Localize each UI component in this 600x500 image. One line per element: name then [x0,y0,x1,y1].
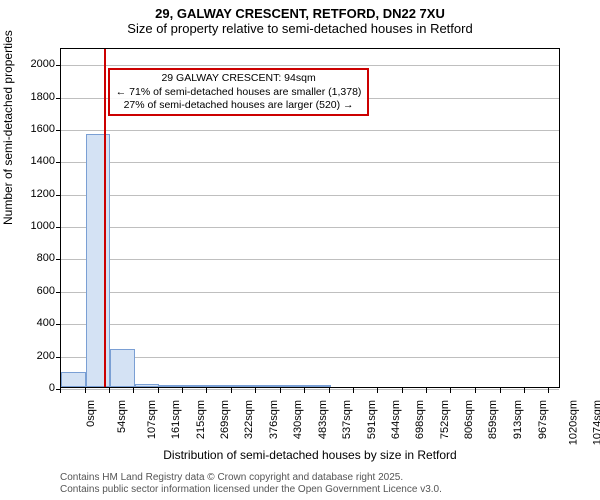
x-tick-mark [133,388,134,393]
y-tick-mark [56,98,61,99]
x-tick-mark [280,388,281,393]
x-tick-label: 537sqm [341,400,353,439]
chart-title-main: 29, GALWAY CRESCENT, RETFORD, DN22 7XU [0,6,600,21]
x-tick-label: 107sqm [146,400,158,439]
gridline-horizontal [61,227,559,228]
gridline-horizontal [61,259,559,260]
x-tick-label: 913sqm [512,400,524,439]
histogram-bar [184,385,209,387]
y-tick-mark [56,324,61,325]
x-tick-label: 215sqm [195,400,207,439]
y-tick-label: 0 [49,382,55,394]
x-tick-mark [524,388,525,393]
histogram-bar [306,385,331,387]
histogram-bar [61,372,86,387]
y-tick-mark [56,130,61,131]
gridline-horizontal [61,195,559,196]
y-tick-mark [56,65,61,66]
x-tick-label: 0sqm [85,400,97,427]
x-tick-mark [109,388,110,393]
x-tick-label: 591sqm [366,400,378,439]
x-tick-label: 698sqm [414,400,426,439]
y-tick-label: 1600 [31,123,55,135]
gridline-horizontal [61,292,559,293]
x-tick-mark [426,388,427,393]
x-tick-label: 967sqm [537,400,549,439]
gridline-horizontal [61,324,559,325]
gridline-horizontal [61,130,559,131]
footer-line-2: Contains public sector information licen… [60,484,442,496]
x-tick-label: 483sqm [317,400,329,439]
chart-title-sub: Size of property relative to semi-detach… [0,21,600,36]
y-tick-mark [56,195,61,196]
x-tick-mark [60,388,61,393]
x-tick-label: 161sqm [170,400,182,439]
x-tick-label: 430sqm [293,400,305,439]
chart-footer: Contains HM Land Registry data © Crown c… [60,472,442,496]
histogram-bar [159,385,184,387]
x-tick-mark [304,388,305,393]
y-tick-label: 2000 [31,58,55,70]
y-tick-label: 1200 [31,188,55,200]
histogram-bar [208,385,233,387]
x-tick-mark [206,388,207,393]
x-tick-mark [329,388,330,393]
x-tick-mark [85,388,86,393]
callout-box: 29 GALWAY CRESCENT: 94sqm← 71% of semi-d… [108,68,370,115]
x-tick-label: 1020sqm [567,400,579,445]
x-tick-label: 376sqm [268,400,280,439]
y-tick-mark [56,259,61,260]
y-tick-label: 1000 [31,220,55,232]
callout-line-2: ← 71% of semi-detached houses are smalle… [116,86,362,99]
x-tick-label: 859sqm [488,400,500,439]
x-tick-mark [402,388,403,393]
x-tick-mark [475,388,476,393]
callout-line-3: 27% of semi-detached houses are larger (… [116,99,362,112]
x-tick-label: 806sqm [464,400,476,439]
y-axis-title: Number of semi-detached properties [1,30,15,225]
x-tick-mark [231,388,232,393]
y-tick-mark [56,292,61,293]
gridline-horizontal [61,65,559,66]
y-tick-mark [56,162,61,163]
x-tick-mark [450,388,451,393]
histogram-bar [257,385,282,387]
x-tick-mark [500,388,501,393]
histogram-bar [282,385,307,387]
gridline-horizontal [61,162,559,163]
callout-line-1: 29 GALWAY CRESCENT: 94sqm [116,72,362,85]
property-marker-line [104,49,106,387]
x-tick-mark [377,388,378,393]
footer-line-1: Contains HM Land Registry data © Crown c… [60,472,442,484]
x-tick-label: 1074sqm [591,400,600,445]
y-tick-mark [56,357,61,358]
y-tick-label: 600 [37,285,55,297]
gridline-horizontal [61,389,559,390]
y-tick-label: 1800 [31,91,55,103]
gridline-horizontal [61,357,559,358]
x-tick-mark [353,388,354,393]
y-tick-mark [56,227,61,228]
histogram-bar [233,385,258,387]
histogram-bar [135,384,160,387]
x-axis-title: Distribution of semi-detached houses by … [60,448,560,462]
y-tick-label: 200 [37,350,55,362]
y-tick-label: 400 [37,317,55,329]
histogram-bar [86,134,111,387]
x-tick-label: 322sqm [244,400,256,439]
y-tick-label: 800 [37,252,55,264]
chart-plot-area: 29 GALWAY CRESCENT: 94sqm← 71% of semi-d… [60,48,560,388]
x-tick-mark [548,388,549,393]
y-tick-label: 1400 [31,155,55,167]
x-tick-mark [182,388,183,393]
x-tick-label: 752sqm [439,400,451,439]
x-tick-mark [255,388,256,393]
x-tick-label: 644sqm [390,400,402,439]
histogram-bar [110,349,135,387]
x-tick-label: 54sqm [116,400,128,433]
x-tick-mark [158,388,159,393]
x-tick-label: 269sqm [219,400,231,439]
